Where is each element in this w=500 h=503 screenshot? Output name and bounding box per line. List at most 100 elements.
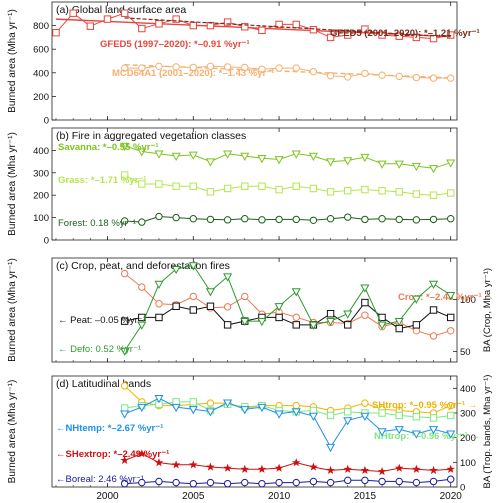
data-point [291, 150, 301, 159]
data-point [154, 395, 164, 404]
y-right-tick-label: 200 [460, 433, 476, 444]
data-point [447, 475, 455, 483]
data-point [429, 74, 438, 82]
x-tick-label: 2000 [96, 491, 119, 502]
data-point [155, 300, 163, 308]
data-point [344, 31, 352, 39]
data-point [206, 302, 215, 310]
data-point [378, 187, 386, 195]
data-point [137, 449, 147, 458]
data-point [308, 412, 318, 421]
data-point [344, 321, 352, 329]
series-label: ←SHextrop: *–2.49 %yr⁻¹ [56, 449, 169, 460]
data-point [292, 478, 300, 487]
data-point [326, 411, 335, 420]
data-point [378, 409, 386, 417]
data-point [138, 478, 146, 487]
data-point [206, 215, 215, 224]
y-tick-label: 800 [33, 21, 49, 32]
series-label: GFED5 (1997–2020): *–0.91 %yr⁻¹ [100, 39, 250, 50]
data-point [275, 215, 283, 224]
data-point [258, 26, 266, 35]
data-point [292, 20, 300, 29]
y-axis-right-label: BA (Trop. bands, Mha yr⁻¹) [482, 375, 493, 489]
data-point [223, 273, 233, 282]
data-point [241, 215, 249, 223]
data-point [412, 321, 421, 329]
series-label: Savanna: *–0.95 %yr⁻¹ [58, 142, 159, 153]
data-point [188, 262, 198, 271]
data-point [447, 31, 455, 39]
panel-c: 50 100 (c) Crop, peat, and deforestation f… [7, 257, 494, 363]
data-point [344, 213, 352, 221]
data-point [343, 310, 353, 319]
data-point [120, 347, 130, 356]
data-point [292, 321, 300, 329]
data-point [205, 288, 215, 297]
data-point [377, 466, 387, 476]
data-point [120, 404, 129, 412]
data-point [447, 327, 455, 335]
data-point [171, 460, 181, 469]
data-point [395, 72, 403, 81]
y-tick-label: 200 [33, 191, 49, 202]
data-point [206, 62, 215, 71]
panel-title: (d) Latitudinal bands [56, 378, 151, 390]
data-point [395, 215, 403, 224]
data-point [120, 455, 129, 464]
data-point [360, 465, 370, 474]
series-label: MCD64A1 (2001–2020): *–1.43 %yr⁻¹ [112, 68, 274, 79]
data-point [377, 428, 387, 437]
data-point [377, 160, 387, 169]
y-axis-label: Burned area (Mha yr⁻¹) [7, 9, 18, 113]
data-point [154, 280, 164, 290]
data-point [309, 477, 318, 486]
data-point [429, 414, 438, 422]
data-point [172, 213, 180, 222]
data-point [361, 69, 369, 78]
data-point [223, 399, 233, 408]
series-label: Forest: 0.18 %yr⁻¹ [58, 218, 136, 229]
x-tick-label: 2020 [440, 491, 463, 502]
data-point [412, 478, 421, 487]
data-point [412, 190, 421, 198]
plot-frame [51, 1, 458, 121]
data-point [223, 150, 233, 159]
data-point [120, 410, 130, 419]
data-point [223, 321, 232, 329]
data-point [377, 321, 387, 330]
series-label: ←Boreal: 2.46 %yr⁻¹ [56, 474, 144, 485]
data-point [326, 478, 335, 487]
data-point [137, 403, 147, 413]
data-point [412, 33, 421, 42]
data-point [69, 9, 77, 17]
data-point [189, 21, 197, 30]
data-point [428, 426, 439, 435]
data-point [258, 65, 266, 73]
data-point [446, 430, 456, 439]
data-point [292, 215, 300, 224]
y-tick-label: 300 [33, 168, 49, 179]
data-point [155, 180, 163, 188]
data-point [429, 215, 438, 224]
data-point [241, 23, 249, 31]
data-point [120, 382, 129, 390]
data-point [171, 265, 181, 275]
data-point [223, 216, 232, 224]
data-point [411, 295, 421, 304]
data-point [447, 401, 455, 410]
data-point [188, 406, 198, 415]
data-point [120, 269, 129, 278]
data-point [412, 216, 421, 224]
data-point [395, 188, 403, 196]
data-point [446, 464, 455, 473]
data-point [343, 417, 353, 426]
data-point [86, 22, 95, 30]
panel-title: (c) Crop, peat, and deforestation fires [56, 260, 230, 272]
y-axis-label: Burned area (Mha yr⁻¹) [7, 258, 18, 362]
series-0 [52, 9, 455, 43]
series-4 [120, 475, 455, 488]
data-point [395, 324, 403, 333]
data-point [274, 156, 284, 165]
